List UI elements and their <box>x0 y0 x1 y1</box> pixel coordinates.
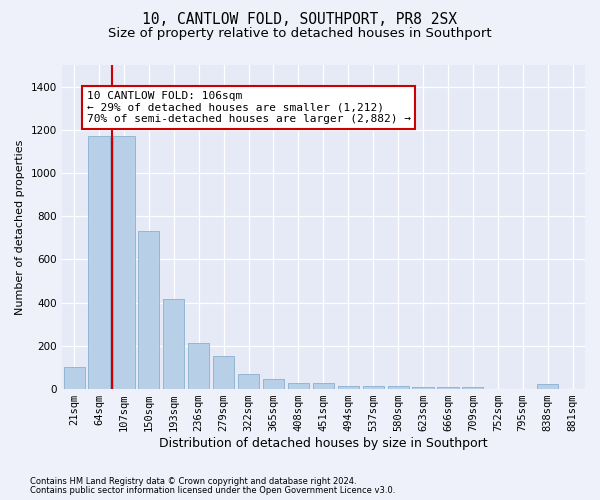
Text: Contains HM Land Registry data © Crown copyright and database right 2024.: Contains HM Land Registry data © Crown c… <box>30 477 356 486</box>
Y-axis label: Number of detached properties: Number of detached properties <box>15 140 25 314</box>
Bar <box>64 368 85 389</box>
Bar <box>462 388 484 389</box>
Text: Contains public sector information licensed under the Open Government Licence v3: Contains public sector information licen… <box>30 486 395 495</box>
Bar <box>362 386 384 389</box>
Bar <box>537 384 558 389</box>
Bar <box>138 232 160 389</box>
Bar <box>213 356 234 389</box>
Bar <box>163 300 184 389</box>
Text: Size of property relative to detached houses in Southport: Size of property relative to detached ho… <box>108 28 492 40</box>
Bar <box>388 386 409 389</box>
Bar <box>412 387 434 389</box>
Bar <box>188 342 209 389</box>
Bar <box>113 136 134 389</box>
Bar <box>238 374 259 389</box>
Text: 10 CANTLOW FOLD: 106sqm
← 29% of detached houses are smaller (1,212)
70% of semi: 10 CANTLOW FOLD: 106sqm ← 29% of detache… <box>86 91 410 124</box>
Bar <box>263 378 284 389</box>
Bar <box>437 387 458 389</box>
Bar <box>338 386 359 389</box>
Bar <box>288 382 309 389</box>
Bar <box>313 383 334 389</box>
Text: 10, CANTLOW FOLD, SOUTHPORT, PR8 2SX: 10, CANTLOW FOLD, SOUTHPORT, PR8 2SX <box>143 12 458 28</box>
Bar <box>88 136 110 389</box>
X-axis label: Distribution of detached houses by size in Southport: Distribution of detached houses by size … <box>159 437 488 450</box>
